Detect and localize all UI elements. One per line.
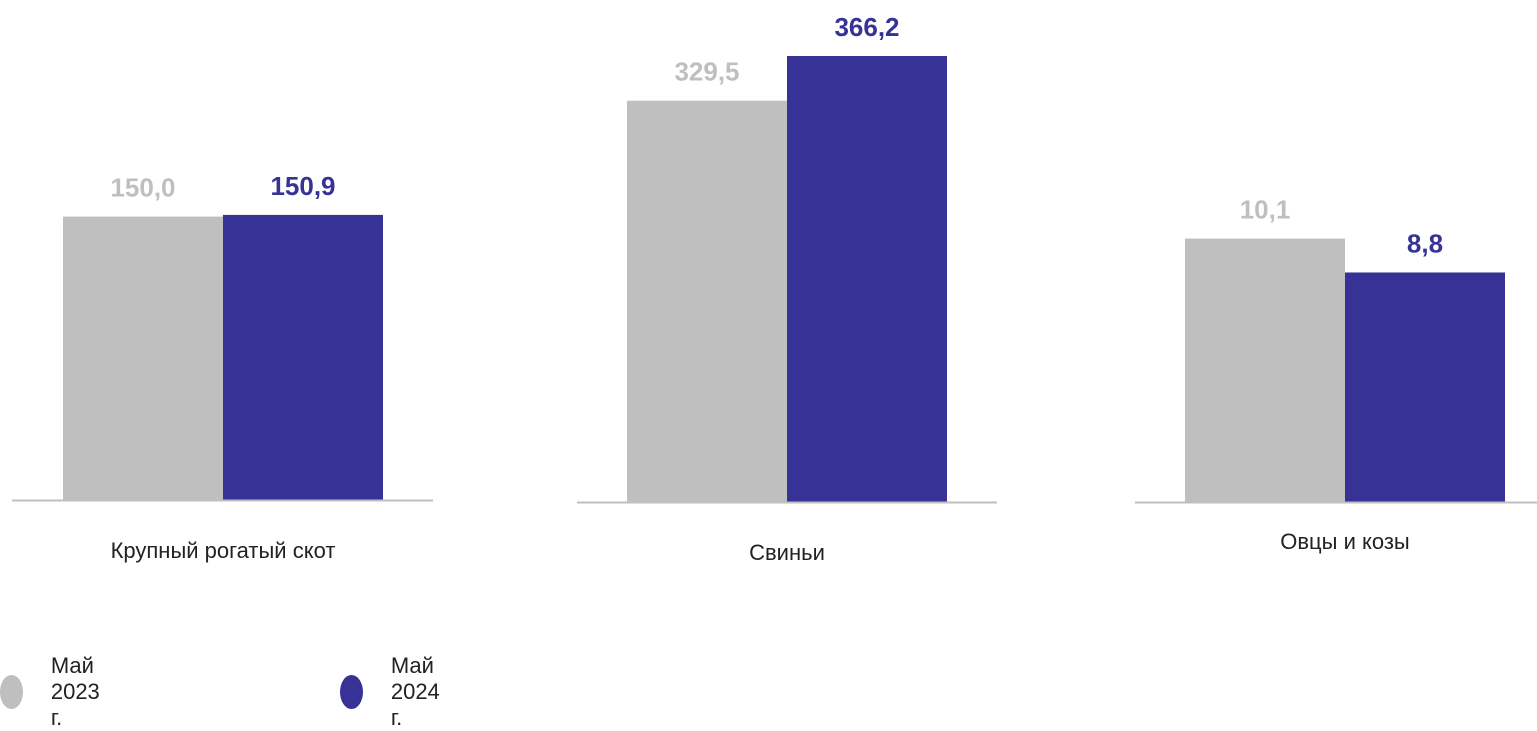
chart: 150,0 150,9 Крупный рогатый скот 329,5 366,2… xyxy=(12,12,1537,565)
data-label-2-series-2: 366,2 xyxy=(834,12,899,42)
bar-1-series-2 xyxy=(223,214,383,500)
category-label-2: Свиньи xyxy=(749,540,825,565)
data-label-3-series-2: 8,8 xyxy=(1407,228,1443,258)
bar-1-series-1 xyxy=(63,216,223,500)
legend-item-may-2024: Май 2024 г. xyxy=(340,653,457,730)
panel-2: 329,5 366,2 Свиньи xyxy=(577,12,997,565)
data-label-1-series-1: 150,0 xyxy=(110,173,175,203)
legend-swatch-may-2023 xyxy=(0,675,23,709)
category-label-3: Овцы и козы xyxy=(1280,529,1410,554)
category-label-1: Крупный рогатый скот xyxy=(111,538,336,563)
legend-item-may-2023: Май 2023 г. xyxy=(0,653,117,730)
legend-label-may-2024: Май 2024 г. xyxy=(390,653,440,730)
bar-3-series-2 xyxy=(1345,272,1505,502)
bar-3-series-1 xyxy=(1185,238,1345,502)
panel-3: 10,1 8,8 Овцы и козы xyxy=(1135,195,1537,554)
panel-1: 150,0 150,9 Крупный рогатый скот xyxy=(12,171,433,563)
bar-2-series-2 xyxy=(787,56,947,502)
legend-label-may-2023: Май 2023 г. xyxy=(50,653,100,730)
data-label-3-series-1: 10,1 xyxy=(1240,195,1291,225)
data-label-1-series-2: 150,9 xyxy=(270,171,335,201)
data-label-2-series-1: 329,5 xyxy=(674,57,739,87)
legend-swatch-may-2024 xyxy=(340,675,363,709)
bar-2-series-1 xyxy=(627,100,787,502)
